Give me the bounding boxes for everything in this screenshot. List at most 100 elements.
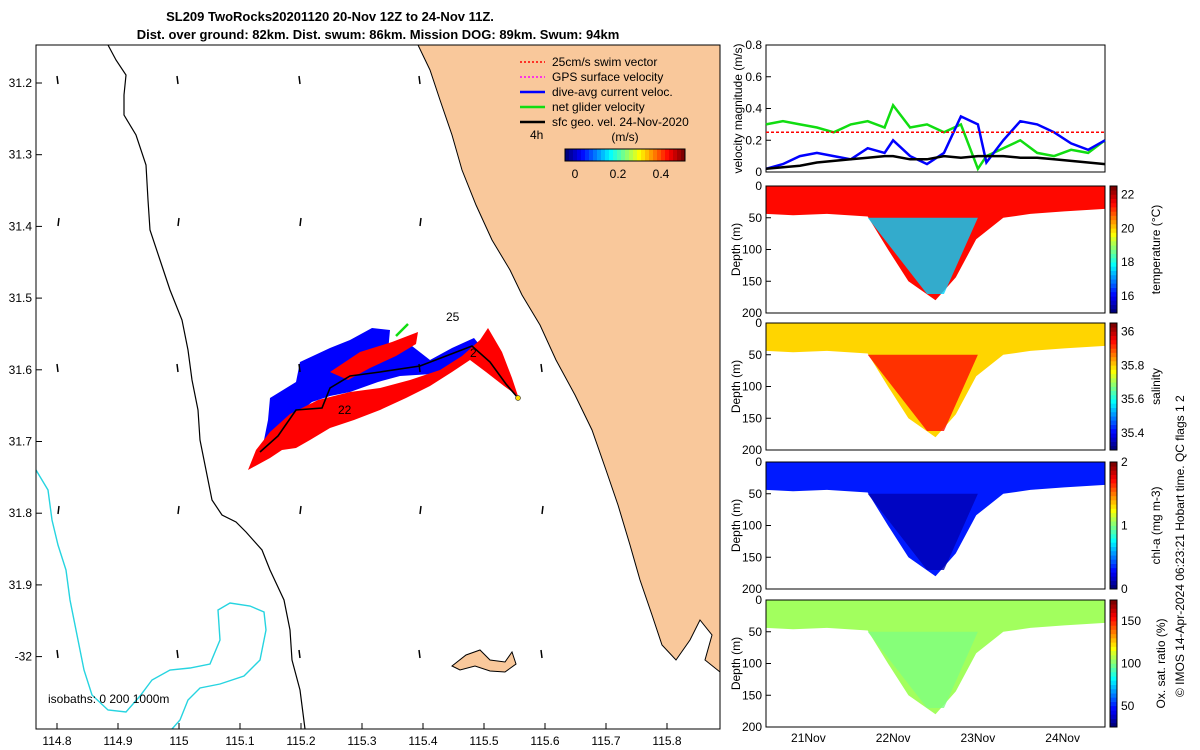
section-colorbar-tick-label: 35.8: [1121, 358, 1145, 372]
land: [417, 44, 721, 674]
velocity-y-tick-label: 0.8: [745, 38, 762, 52]
isobath-legend: isobaths: 0 200 1000m: [48, 692, 169, 706]
day-label-25: 25: [446, 310, 460, 324]
map-y-tick-label: 31.6: [9, 363, 33, 377]
colorbar-segment: [641, 149, 646, 161]
section-colorbar-segment: [1110, 304, 1117, 310]
section-colorbar-segment: [1110, 491, 1117, 497]
map-x-tick-label: 115: [169, 734, 188, 748]
section-colorbar-tick-label: 20: [1121, 221, 1135, 235]
section-colorbar-segment: [1110, 257, 1117, 263]
time-tick-label: 24Nov: [1045, 731, 1080, 745]
depth-tick-label: 0: [755, 316, 762, 330]
geo-velocity-arrow: [57, 217, 60, 227]
section-colorbar-segment: [1110, 538, 1117, 543]
map-axis-ticks: 114.8 114.9 115 115.1 115.2 115.3 115.4 115.5 11…: [9, 76, 682, 748]
section-colorbar-segment: [1110, 433, 1117, 438]
section-colorbar-segment: [1110, 600, 1117, 605]
section-colorbar-segment: [1110, 684, 1117, 690]
legend-label: GPS surface velocity: [552, 70, 663, 84]
geo-velocity-arrow: [56, 649, 59, 659]
section-colorbar-tick-label: 2: [1121, 455, 1128, 469]
colorbar-segment: [601, 149, 606, 161]
map-y-tick-label: 31.3: [9, 148, 33, 162]
colorbar-segment: [569, 149, 574, 161]
section-colorbar-segment: [1110, 308, 1117, 314]
depth-tick-label: 200: [742, 443, 762, 457]
map-y-tick-label: 31.2: [9, 76, 33, 90]
section-colorbar-segment: [1110, 373, 1117, 379]
section-colorbar-segment: [1110, 411, 1117, 417]
isobath-200m: [35, 469, 267, 730]
section-colorbar-label: temperature (°C): [1149, 205, 1163, 295]
section-deep-fill: [867, 217, 978, 294]
colorbar-tick-label: 0.4: [653, 167, 670, 181]
colorbar-segment: [665, 149, 670, 161]
depth-tick-label: 50: [749, 348, 763, 362]
section-colorbar-segment: [1110, 629, 1117, 635]
section-colorbar-segment: [1110, 378, 1117, 383]
scale-label: 4h: [530, 128, 543, 142]
section-colorbar-segment: [1110, 356, 1117, 362]
section-colorbar-segment: [1110, 572, 1117, 577]
section-colorbar-segment: [1110, 655, 1117, 660]
map-x-tick-label: 115.8: [652, 734, 681, 748]
section-colorbar-segment: [1110, 533, 1117, 539]
section-colorbar-segment: [1110, 437, 1117, 442]
map-panel: 25 22 2 114.8 114.9 115 115.1 115.2 115.3 115.…: [9, 44, 721, 748]
section-colorbar-segment: [1110, 296, 1117, 301]
section-colorbar-tick-label: 50: [1121, 699, 1135, 713]
section-colorbar-segment: [1110, 361, 1117, 366]
section-colorbar-segment: [1110, 604, 1117, 609]
section-colorbar-segment: [1110, 270, 1117, 276]
geo-velocity-arrow: [176, 649, 179, 659]
section-colorbar-segment: [1110, 224, 1117, 229]
glider-position-marker: [515, 395, 521, 401]
depth-tick-label: 100: [742, 243, 762, 257]
geo-velocity-arrow: [298, 75, 301, 85]
section-colorbar-segment: [1110, 555, 1117, 560]
map-x-tick-label: 115.2: [286, 734, 315, 748]
section-colorbar-segment: [1110, 714, 1117, 719]
section-colorbar-segment: [1110, 228, 1117, 233]
colorbar-tick-label: 0.2: [610, 167, 627, 181]
colorbar-segment: [585, 149, 590, 161]
speed-colorbar: 0 0.2 0.4: [564, 148, 686, 181]
depth-tick-label: 0: [755, 179, 762, 193]
section-colorbar-segment: [1110, 542, 1117, 547]
geo-velocity-arrow: [418, 363, 421, 373]
section-colorbar-tick-label: 1: [1121, 519, 1128, 533]
geo-velocity-arrow: [298, 363, 301, 373]
day-label-2: 2: [470, 346, 477, 360]
legend-label: dive-avg current veloc.: [552, 85, 673, 99]
geo-velocity-arrow: [177, 217, 180, 227]
colorbar-frame: [564, 148, 686, 162]
net-velocity-arrow: [395, 323, 409, 337]
section-colorbar-frame: [1109, 461, 1118, 590]
geostrophic-velocity-arrows: [56, 75, 544, 659]
time-axis: 21Nov 22Nov 23Nov 24Nov: [791, 731, 1080, 745]
section-colorbar-segment: [1110, 190, 1117, 195]
depth-tick-label: 200: [742, 720, 762, 734]
depth-tick-label: 50: [749, 625, 763, 639]
velocity-y-tick-label: 0.4: [745, 102, 762, 116]
depth-tick-label: 150: [742, 688, 762, 702]
colorbar-segment: [581, 149, 586, 161]
section-colorbar-tick-label: 18: [1121, 255, 1135, 269]
map-x-tick-label: 114.8: [42, 734, 71, 748]
section-colorbar-segment: [1110, 394, 1117, 400]
map-frame: [35, 44, 721, 730]
depth-tick-label: 150: [742, 411, 762, 425]
section-colorbar-segment: [1110, 710, 1117, 715]
section-panel: 0 50 100 150 200 Depth (m) 50 100 150 Ox. sat. ra…: [729, 593, 1168, 734]
section-colorbar-segment: [1110, 262, 1117, 267]
time-tick-label: 22Nov: [876, 731, 911, 745]
section-colorbar-segment: [1110, 671, 1117, 677]
section-colorbar-segment: [1110, 232, 1117, 238]
map-y-tick-label: 31.4: [9, 219, 33, 233]
section-colorbar-segment: [1110, 567, 1117, 573]
section-colorbar-segment: [1110, 186, 1117, 191]
section-colorbar-segment: [1110, 550, 1117, 556]
